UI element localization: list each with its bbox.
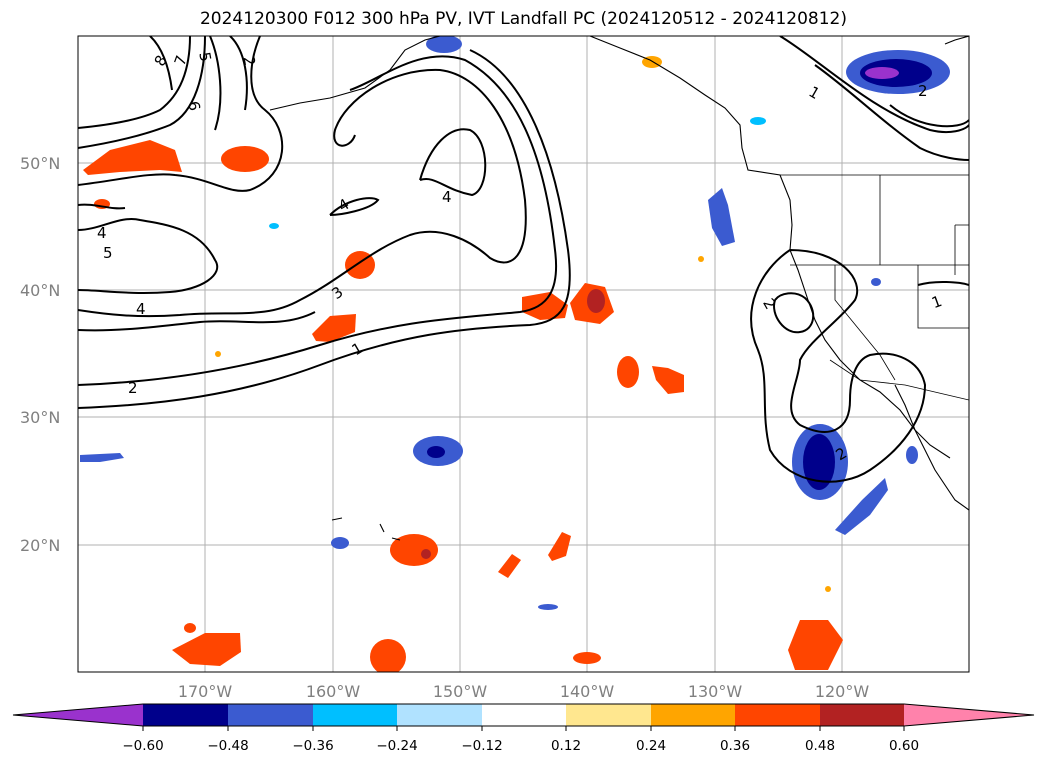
gridlines (78, 36, 969, 672)
lat-label: 20°N (20, 536, 60, 555)
colorbar-tick-label: −0.60 (122, 738, 163, 754)
colorbar-tick-label: 0.12 (551, 738, 581, 754)
lon-label: 140°W (560, 682, 615, 701)
colorbar-extend-max (904, 704, 1034, 726)
lat-label: 40°N (20, 281, 60, 300)
contour-label: 5 (195, 51, 214, 64)
lon-label: 120°W (815, 682, 870, 701)
positive-anomalies (83, 56, 843, 672)
contour-label: 2 (918, 82, 928, 100)
latitude-labels: 50°N 40°N 30°N 20°N (20, 154, 60, 555)
colorbar-tick-label: 0.24 (636, 738, 666, 754)
contour-label: 4 (97, 224, 107, 242)
colorbar-tick-label: 0.60 (889, 738, 919, 754)
colorbar-tick-label: −0.24 (376, 738, 417, 754)
colorbar-segment (820, 704, 904, 726)
pv-contours (78, 36, 969, 483)
colorbar-segment (313, 704, 397, 726)
colorbar-segment (735, 704, 820, 726)
colorbar-segment (566, 704, 651, 726)
longitude-labels: 170°W 160°W 150°W 140°W 130°W 120°W (178, 682, 870, 701)
lat-label: 50°N (20, 154, 60, 173)
contour-label: 2 (239, 55, 258, 68)
colorbar-segment (228, 704, 313, 726)
lon-label: 160°W (306, 682, 361, 701)
colorbar-tick-label: 0.36 (720, 738, 750, 754)
colorbar-tick-marks (142, 726, 905, 731)
colorbar-tick-label: −0.48 (207, 738, 248, 754)
colorbar-segment (397, 704, 482, 726)
lon-label: 170°W (178, 682, 233, 701)
lat-label: 30°N (20, 408, 60, 427)
colorbar-segment (143, 704, 228, 726)
colorbar-tick-label: −0.36 (292, 738, 333, 754)
map-border (77, 35, 970, 673)
contour-label: 6 (184, 100, 203, 113)
contour-label: 2 (128, 379, 138, 397)
contour-label: 4 (136, 300, 146, 318)
contour-label: 4 (442, 188, 452, 206)
colorbar-extend-min (13, 704, 143, 726)
map-background (78, 36, 969, 672)
lon-label: 150°W (433, 682, 488, 701)
colorbar: −0.60 −0.48 −0.36 −0.24 −0.12 0.12 0.24 … (12, 703, 1035, 754)
colorbar-tick-label: 0.48 (805, 738, 835, 754)
lon-label: 130°W (688, 682, 743, 701)
contour-label: 5 (103, 244, 113, 262)
borders (780, 174, 969, 401)
negative-anomalies (80, 36, 950, 610)
map-title: 2024120300 F012 300 hPa PV, IVT Landfall… (199, 9, 847, 29)
colorbar-segment (651, 704, 735, 726)
colorbar-tick-label: −0.12 (461, 738, 502, 754)
colorbar-segment (482, 704, 566, 726)
